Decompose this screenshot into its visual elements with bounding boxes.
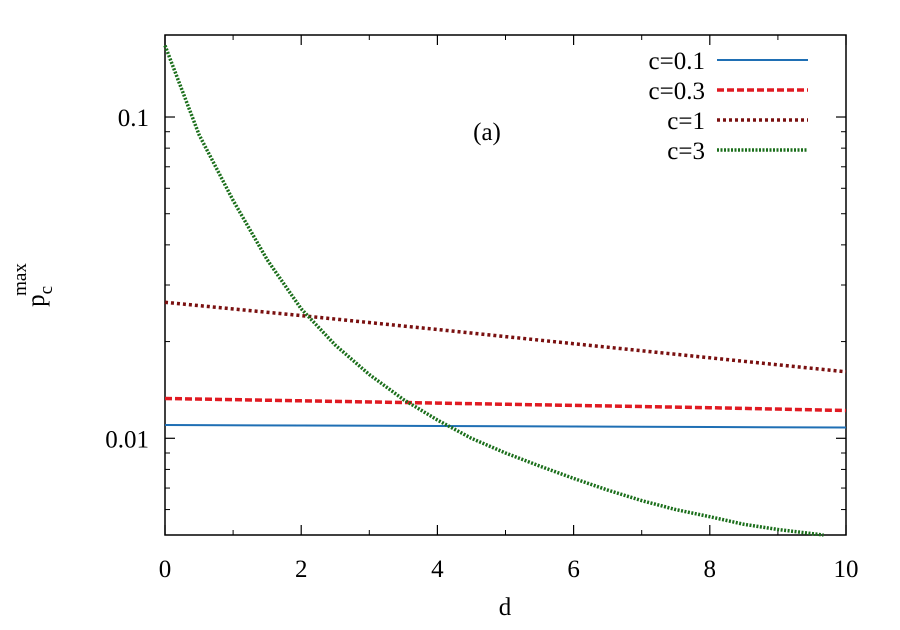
x-tick-label: 6 — [567, 556, 580, 583]
series-line-1 — [164, 424, 847, 429]
axis-ticks: 0 2 4 6 8 10 0.01 0.1 — [105, 35, 859, 583]
legend-label-4: c=3 — [667, 138, 705, 165]
x-tick-label: 2 — [295, 556, 308, 583]
series-line-2 — [164, 396, 847, 413]
svg-text:pcmax: pcmax — [10, 263, 57, 307]
x-tick-label: 8 — [704, 556, 717, 583]
x-tick-label: 10 — [834, 556, 859, 583]
legend-label-2: c=0.3 — [649, 78, 705, 105]
series-line-3 — [164, 300, 847, 374]
y-axis-label-sub: c — [36, 286, 57, 294]
x-tick-label: 4 — [431, 556, 444, 583]
x-axis-label: d — [499, 594, 512, 621]
plot-frame — [164, 34, 847, 536]
x-tick-label: 0 — [159, 556, 172, 583]
y-axis-label-sup: max — [10, 263, 31, 296]
y-tick-label: 0.1 — [118, 105, 149, 132]
series-layer — [163, 44, 847, 537]
annotation-label: (a) — [473, 119, 501, 146]
y-tick-label: 0.01 — [105, 426, 149, 453]
legend-label-1: c=0.1 — [649, 48, 705, 75]
legend: c=0.1 c=0.3 c=1 c=3 — [649, 48, 808, 165]
y-axis-label: pcmax — [10, 263, 57, 307]
y-axis-label-main: p — [23, 294, 50, 307]
legend-label-3: c=1 — [667, 108, 705, 135]
